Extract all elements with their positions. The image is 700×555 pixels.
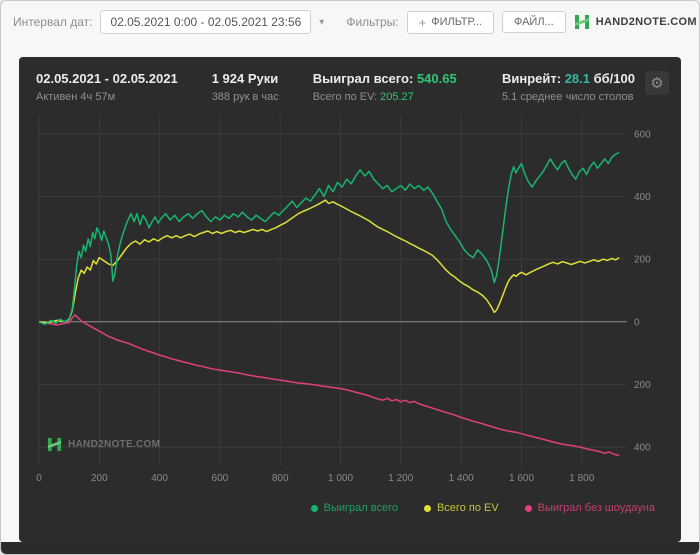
svg-text:400: 400	[634, 443, 651, 454]
svg-text:0: 0	[36, 473, 42, 484]
svg-text:400: 400	[151, 473, 168, 484]
legend-dot	[423, 504, 431, 512]
brand-logo: HAND2NOTE.COM	[574, 14, 697, 30]
svg-text:1 800: 1 800	[569, 473, 594, 484]
watermark-text: HAND2NOTE.COM	[68, 439, 161, 450]
svg-text:200: 200	[634, 380, 651, 391]
brand-text: HAND2NOTE.COM	[595, 16, 697, 28]
legend-label: Выиграл всего	[323, 502, 398, 514]
file-button-label: ФАЙЛ...	[513, 16, 554, 28]
hands-count: 1 924 Руки	[211, 71, 279, 86]
date-interval-value: 02.05.2021 0:00 - 02.05.2021 23:56	[110, 15, 302, 29]
stats-header: 02.05.2021 - 02.05.2021 Активен 4ч 57м 1…	[19, 57, 681, 105]
add-filter-button-label: ФИЛЬТР...	[431, 16, 482, 28]
svg-text:200: 200	[91, 473, 108, 484]
ev-label: Всего по EV:	[312, 91, 378, 103]
svg-text:0: 0	[634, 317, 640, 328]
svg-text:1 600: 1 600	[509, 473, 534, 484]
plus-icon: +	[418, 14, 427, 30]
date-interval-label: Интервал дат:	[13, 15, 93, 29]
chevron-down-icon[interactable]: ▾	[319, 16, 325, 28]
won-value: 540.65	[416, 71, 457, 86]
hands-block: 1 924 Руки 388 рук в час	[212, 71, 279, 103]
legend-label: Всего по EV	[436, 502, 499, 514]
legend-item-1[interactable]: Выиграл всего	[310, 502, 398, 514]
svg-text:800: 800	[272, 473, 289, 484]
bottom-bar	[1, 542, 699, 554]
winrate-block: Винрейт: 28.1 бб/100 5.1 среднее число с…	[502, 71, 635, 103]
svg-text:1 400: 1 400	[449, 473, 474, 484]
svg-text:400: 400	[634, 192, 651, 203]
chart-watermark: HAND2NOTE.COM	[47, 437, 160, 452]
ev-value: 205.27	[380, 91, 414, 103]
settings-button[interactable]: ⚙	[645, 71, 669, 95]
svg-text:200: 200	[634, 255, 651, 266]
legend-label: Выиграл без шоудауна	[537, 502, 655, 514]
hand2note-icon	[574, 15, 589, 29]
stats-panel: 02.05.2021 - 02.05.2021 Активен 4ч 57м 1…	[19, 57, 681, 542]
chart-area: 0 200 400 600 800 1 000 1 200 1 400 1 600 1 800 60…	[19, 105, 681, 492]
add-filter-button[interactable]: + ФИЛЬТР...	[406, 10, 494, 34]
date-range: 02.05.2021 - 02.05.2021	[36, 71, 178, 86]
date-range-block: 02.05.2021 - 02.05.2021 Активен 4ч 57м	[36, 71, 178, 103]
won-label: Выиграл всего:	[312, 71, 414, 86]
hand2note-icon	[47, 437, 62, 452]
avg-tables: 5.1 среднее число столов	[501, 91, 634, 103]
svg-text:600: 600	[212, 473, 229, 484]
chart-legend: Выиграл всего Всего по EV Выиграл без шоуд…	[19, 492, 681, 514]
svg-text:1 000: 1 000	[328, 473, 353, 484]
file-button[interactable]: ФАЙЛ...	[501, 11, 566, 33]
legend-item-2[interactable]: Всего по EV	[423, 502, 499, 514]
winrate-label: Винрейт:	[501, 71, 562, 86]
winrate-units: бб/100	[593, 71, 635, 86]
svg-text:1 200: 1 200	[388, 473, 413, 484]
date-interval-input[interactable]: 02.05.2021 0:00 - 02.05.2021 23:56	[100, 10, 312, 34]
svg-text:600: 600	[634, 129, 651, 140]
legend-dot	[524, 504, 532, 512]
topbar: Интервал дат: 02.05.2021 0:00 - 02.05.20…	[1, 1, 699, 43]
legend-dot	[310, 504, 318, 512]
legend-item-3[interactable]: Выиграл без шоудауна	[524, 502, 655, 514]
active-time: Активен 4ч 57м	[36, 91, 116, 103]
winnings-block: Выиграл всего: 540.65 Всего по EV: 205.2…	[313, 71, 457, 103]
winrate-value: 28.1	[564, 71, 590, 86]
hands-per-hour: 388 рук в час	[211, 91, 279, 103]
gear-icon: ⚙	[650, 75, 664, 92]
filters-label: Фильтры:	[346, 15, 399, 29]
winnings-chart[interactable]: 0 200 400 600 800 1 000 1 200 1 400 1 600 1 800 60…	[29, 107, 663, 492]
